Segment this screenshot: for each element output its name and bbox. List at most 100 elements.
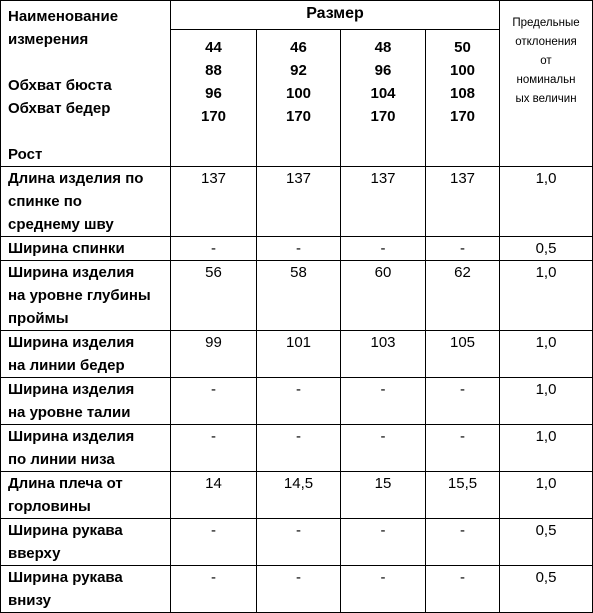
row-deviation-cell: 1,0 [499, 166, 593, 237]
row-value-cell: 56 [170, 260, 257, 331]
row-value-cell: - [256, 424, 341, 472]
size-value: 170 [370, 108, 396, 126]
table-row: Ширина изделия на линии бедер 99 101 103… [0, 330, 593, 378]
size-value: 92 [290, 62, 307, 80]
header-row-title: Наименование измерения Обхват бюста Обхв… [0, 0, 593, 167]
row-deviation-cell: 1,0 [499, 330, 593, 378]
row-value-cell: 60 [340, 260, 426, 331]
size-column-50: 50 100 108 170 [425, 29, 500, 167]
row-value-cell: - [256, 377, 341, 425]
row-name-line: Ширина рукава [8, 522, 123, 539]
header-name-cell: Наименование измерения Обхват бюста Обхв… [0, 0, 171, 167]
row-value-cell: 101 [256, 330, 341, 378]
size-value: 100 [285, 85, 312, 103]
header-name-line [8, 51, 170, 74]
row-name-line: Ширина изделия [8, 264, 135, 281]
table-row: Ширина изделия на уровне талии - - - - 1… [0, 377, 593, 425]
row-value-cell: - [340, 236, 426, 261]
row-value-cell: - [425, 236, 500, 261]
row-name-cell: Ширина изделия на уровне талии [0, 377, 171, 425]
row-value-cell: 14,5 [256, 471, 341, 519]
row-name-line: горловины [8, 498, 91, 515]
size-column-48: 48 96 104 170 [340, 29, 426, 167]
size-value: 48 [374, 39, 392, 57]
size-title: Размер [170, 0, 500, 31]
row-deviation-cell: 1,0 [499, 471, 593, 519]
row-value-cell: - [425, 377, 500, 425]
deviation-header-line: от [540, 55, 552, 67]
header-name-line [8, 120, 170, 143]
deviation-header-line: номинальн [516, 74, 576, 86]
size-value: 96 [205, 85, 222, 103]
row-name-line: Длина изделия по [8, 170, 144, 187]
row-value-cell: - [170, 518, 257, 566]
row-name-line: вверху [8, 545, 61, 562]
table-row: Ширина рукава внизу - - - - 0,5 [0, 565, 593, 613]
size-value: 96 [374, 62, 392, 80]
row-value-cell: - [340, 424, 426, 472]
size-column-44: 44 88 96 170 [170, 29, 257, 167]
row-value-cell: 15 [340, 471, 426, 519]
row-name-cell: Ширина изделия по линии низа [0, 424, 171, 472]
size-value: 46 [290, 39, 307, 57]
row-name-line: Ширина спинки [8, 240, 125, 257]
size-value: 88 [205, 62, 222, 80]
row-deviation-cell: 0,5 [499, 565, 593, 613]
row-name-line: спинке по [8, 193, 82, 210]
row-name-cell: Ширина рукава внизу [0, 565, 171, 613]
table-row: Ширина изделия на уровне глубины проймы … [0, 260, 593, 331]
row-deviation-cell: 1,0 [499, 260, 593, 331]
row-name-line: среднему шву [8, 216, 114, 233]
row-value-cell: 15,5 [425, 471, 500, 519]
deviation-header-line: отклонения [515, 36, 577, 48]
row-name-cell: Ширина изделия на линии бедер [0, 330, 171, 378]
row-name-cell: Ширина рукава вверху [0, 518, 171, 566]
row-value-cell: - [170, 565, 257, 613]
row-name-line: Ширина изделия [8, 428, 135, 445]
deviation-header-cell: Предельные отклонения от номинальн ых ве… [499, 0, 593, 167]
row-value-cell: 103 [340, 330, 426, 378]
row-value-cell: 137 [170, 166, 257, 237]
row-value-cell: 137 [340, 166, 426, 237]
row-value-cell: - [425, 518, 500, 566]
row-name-line: на линии бедер [8, 357, 125, 374]
header-name-line: Обхват бюста [8, 77, 112, 94]
table-row: Ширина изделия по линии низа - - - - 1,0 [0, 424, 593, 472]
row-name-cell: Ширина спинки [0, 236, 171, 261]
row-value-cell: - [256, 518, 341, 566]
row-name-cell: Длина изделия по спинке по среднему шву [0, 166, 171, 237]
size-value: 44 [205, 39, 222, 57]
size-value: 108 [449, 85, 476, 103]
row-value-cell: - [170, 236, 257, 261]
row-value-cell: 62 [425, 260, 500, 331]
table-row: Длина плеча от горловины 14 14,5 15 15,5… [0, 471, 593, 519]
header-name-line: Обхват бедер [8, 100, 111, 117]
row-name-line: Ширина изделия [8, 381, 135, 398]
row-value-cell: 137 [256, 166, 341, 237]
row-name-line: Длина плеча от [8, 475, 123, 492]
row-value-cell: - [256, 565, 341, 613]
row-value-cell: - [170, 377, 257, 425]
row-deviation-cell: 1,0 [499, 424, 593, 472]
row-value-cell: - [425, 565, 500, 613]
row-value-cell: 14 [170, 471, 257, 519]
row-value-cell: 99 [170, 330, 257, 378]
size-column-46: 46 92 100 170 [256, 29, 341, 167]
row-deviation-cell: 0,5 [499, 236, 593, 261]
row-value-cell: - [425, 424, 500, 472]
row-name-cell: Длина плеча от горловины [0, 471, 171, 519]
row-name-line: внизу [8, 592, 51, 609]
header-name-line: Рост [8, 146, 43, 163]
row-name-line: на уровне глубины [8, 287, 151, 304]
row-value-cell: 58 [256, 260, 341, 331]
size-value: 100 [449, 62, 476, 80]
header-name-line: измерения [8, 31, 89, 48]
row-name-line: проймы [8, 310, 69, 327]
row-deviation-cell: 0,5 [499, 518, 593, 566]
row-value-cell: - [170, 424, 257, 472]
table-row: Ширина спинки - - - - 0,5 [0, 236, 593, 261]
size-value: 170 [285, 108, 312, 126]
header-name-line: Наименование [8, 8, 119, 25]
row-name-line: по линии низа [8, 451, 115, 468]
